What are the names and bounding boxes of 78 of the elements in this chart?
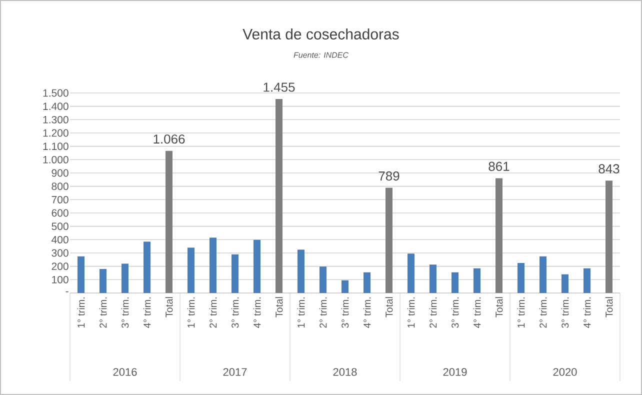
bar <box>254 240 261 293</box>
x-tick-label: 2° trim. <box>209 297 217 328</box>
y-tick-label: 500 <box>52 222 68 230</box>
y-tick-label: 800 <box>52 182 68 190</box>
data-label: 1.455 <box>264 82 295 92</box>
y-tick-label: 400 <box>52 236 68 244</box>
x-tick-label: 3° trim. <box>451 297 459 328</box>
y-tick-label: 1.300 <box>43 116 68 124</box>
y-tick-label: 1.200 <box>43 129 68 137</box>
x-tick-label: Total <box>165 297 173 318</box>
bar <box>430 264 437 293</box>
bar <box>298 250 305 293</box>
data-label: 1.066 <box>154 134 185 144</box>
x-tick-label: 4° trim. <box>473 297 481 328</box>
text: 2016 <box>113 368 137 376</box>
bar <box>320 266 327 293</box>
y-tick-label: 100 <box>52 276 68 284</box>
text: 2018 <box>333 368 357 376</box>
bar <box>78 256 85 293</box>
x-tick-label: 3° trim. <box>231 297 239 328</box>
x-tick-label: Total <box>275 297 283 318</box>
text: 2019 <box>443 368 467 376</box>
chart-subtitle: Fuente: INDEC <box>294 52 349 58</box>
data-label: 843 <box>598 164 620 174</box>
x-tick-label: 3° trim. <box>341 297 349 328</box>
x-tick-label: 1° trim. <box>297 297 305 328</box>
x-tick-label: 2° trim. <box>319 297 327 328</box>
x-tick-label: Total <box>605 297 613 318</box>
x-tick-label: 4° trim. <box>363 297 371 328</box>
x-tick-label: 1° trim. <box>517 297 525 328</box>
y-tick-label: 200 <box>52 262 68 270</box>
bar <box>100 268 107 293</box>
bar <box>232 254 239 293</box>
bar <box>496 178 502 293</box>
chart-title: Venta de cosechadoras <box>242 28 399 40</box>
bar <box>562 274 568 293</box>
y-tick-label: 600 <box>52 209 68 217</box>
bar <box>188 248 195 293</box>
text: 2020 <box>553 368 577 376</box>
y-tick-label: 900 <box>52 169 68 177</box>
text: 2017 <box>223 368 247 376</box>
bar <box>276 98 283 293</box>
bar <box>386 188 393 293</box>
y-tick-label: 1.500 <box>43 89 68 97</box>
data-label: 789 <box>378 171 400 181</box>
bar <box>452 272 459 293</box>
x-tick-label: 1° trim. <box>187 297 195 328</box>
y-tick-label: 700 <box>52 196 68 204</box>
y-tick-label: 1.400 <box>43 102 68 110</box>
bar <box>408 254 415 293</box>
bar <box>210 238 217 293</box>
x-tick-label: 2° trim. <box>99 297 107 328</box>
y-tick-label: 1.000 <box>43 156 68 164</box>
x-tick-label: 2° trim. <box>539 297 547 328</box>
bar <box>474 268 480 293</box>
bar <box>606 180 612 293</box>
x-tick-label: 3° trim. <box>121 297 129 328</box>
bar <box>364 272 371 293</box>
x-tick-label: 4° trim. <box>143 297 151 328</box>
bar <box>166 150 173 293</box>
x-tick-label: 1° trim. <box>407 297 415 328</box>
y-tick-label: 1.100 <box>43 142 68 150</box>
x-tick-label: Total <box>495 297 503 318</box>
bar <box>122 264 129 293</box>
y-tick-label: 300 <box>52 249 68 257</box>
bar <box>540 256 546 293</box>
bar <box>342 280 349 293</box>
x-tick-label: 3° trim. <box>561 297 569 328</box>
data-label: 861 <box>488 162 510 171</box>
x-tick-label: 4° trim. <box>583 297 591 328</box>
x-tick-label: 1° trim. <box>77 297 85 328</box>
x-tick-label: Total <box>385 297 393 318</box>
x-tick-label: 2° trim. <box>429 297 437 328</box>
bar <box>584 268 590 293</box>
x-tick-label: 4° trim. <box>253 297 261 328</box>
bar <box>518 262 524 293</box>
bar <box>144 242 151 293</box>
y-tick-label: - <box>66 291 68 292</box>
